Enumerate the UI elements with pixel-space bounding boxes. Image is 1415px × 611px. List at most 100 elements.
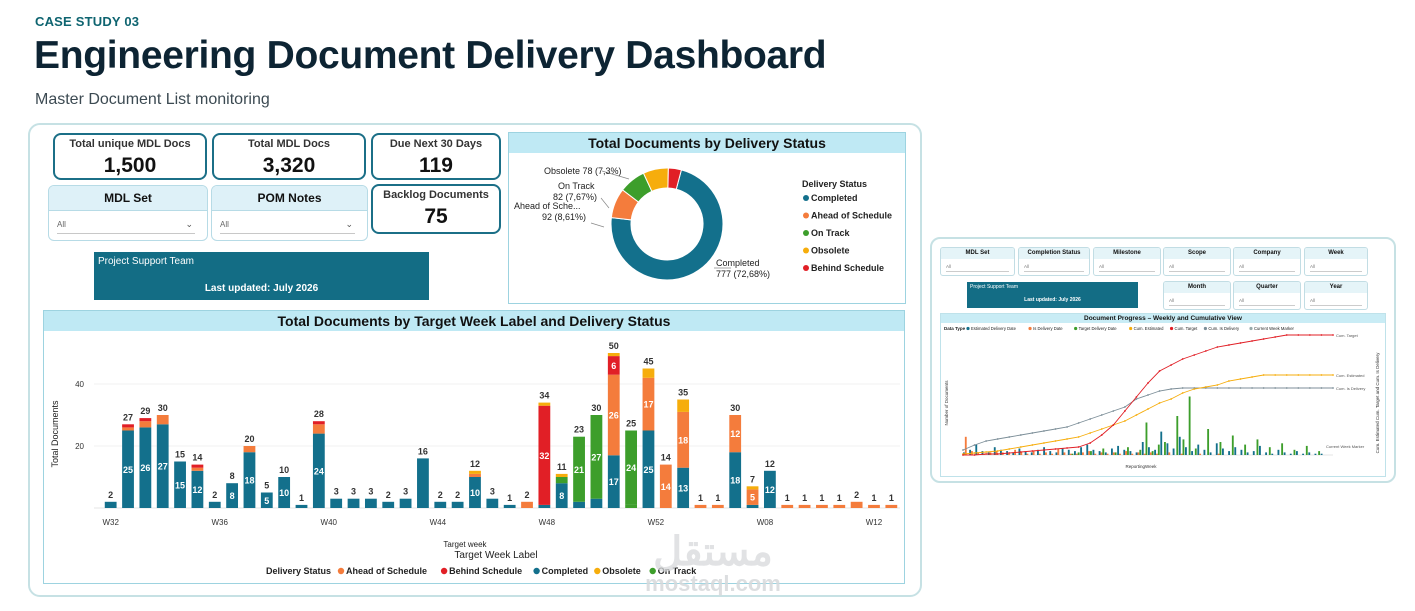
kpi-total-unique-mdl: Total unique MDL Docs 1,500 — [53, 133, 207, 180]
progress-bar-estimated — [1228, 451, 1231, 455]
bar-segment — [312, 433, 325, 508]
bar-total-label: 1 — [837, 493, 842, 503]
progress-legend-label: Current Week Marker — [1254, 326, 1295, 331]
progress-bar-estimated — [1215, 443, 1218, 455]
cum-target-line-point — [996, 453, 999, 455]
cum-target-line-point — [1170, 364, 1173, 366]
progress-bar-target — [1176, 416, 1179, 455]
pom-notes-slicer[interactable]: POM Notes All ⌄ — [211, 185, 368, 241]
document-progress-chart: Data Type Estimated Delivery Date Is Deli… — [944, 326, 1380, 469]
bar-segment — [139, 421, 152, 428]
progress-bar-estimated — [1055, 452, 1058, 455]
pom-notes-dropdown[interactable]: All ⌄ — [220, 216, 355, 234]
bar-total-label: 2 — [455, 490, 460, 500]
progress-bar-estimated — [1197, 444, 1200, 455]
progress-bar-delivery — [1038, 453, 1041, 455]
bar-segment-label: 27 — [591, 452, 601, 462]
bar-segment-label: 5 — [750, 493, 755, 503]
mini-slicer-value[interactable]: All — [1310, 262, 1362, 272]
progress-bar-estimated — [1283, 452, 1286, 455]
bar-segment — [677, 399, 690, 412]
cum-estimated-line-point — [1147, 408, 1149, 410]
mini-slicer-value[interactable]: All — [946, 262, 1009, 272]
mini-slicer-value[interactable]: All — [1239, 262, 1295, 272]
mini-slicer-week[interactable]: Week All — [1304, 247, 1368, 276]
cum-is-delivery-line-point — [973, 444, 976, 446]
mini-slicer-value[interactable]: All — [1169, 296, 1225, 306]
callout-ontrack-value: 82 (7,67%) — [553, 192, 597, 202]
bar-segment — [295, 504, 308, 508]
bar-total-label: 30 — [591, 403, 601, 413]
cum-is-delivery-line-point — [1100, 414, 1103, 416]
bar-segment — [642, 430, 655, 508]
bar-segment — [625, 430, 638, 505]
mini-slicer-company[interactable]: Company All — [1233, 247, 1301, 276]
bar-segment — [347, 498, 360, 508]
bar-segment — [174, 461, 186, 508]
progress-bar-delivery — [1032, 451, 1035, 455]
mini-slicer-scope[interactable]: Scope All — [1163, 247, 1231, 276]
cum-is-delivery-line-point — [1308, 387, 1311, 389]
bar-total-label: 3 — [351, 487, 356, 497]
mini-slicer-value[interactable]: All — [1310, 296, 1362, 306]
progress-bar-estimated — [1067, 449, 1070, 455]
cum-estimated-line-point — [1297, 374, 1300, 376]
mini-slicer-month[interactable]: Month All — [1163, 281, 1231, 310]
cum-is-delivery-line-point — [1228, 387, 1230, 389]
mdl-set-slicer[interactable]: MDL Set All ⌄ — [48, 185, 208, 241]
cum-target-line-point — [1147, 382, 1149, 384]
cum-target-line-point — [1019, 451, 1022, 453]
cum-estimated-line-point — [1019, 446, 1022, 448]
bar-segment — [763, 470, 776, 508]
callout-line-obsolete — [601, 170, 630, 180]
cum-target-line-point — [1251, 340, 1253, 342]
bar-segment — [243, 452, 256, 508]
bar-segment — [260, 492, 273, 508]
mini-slicer-completion-status[interactable]: Completion Status All — [1018, 247, 1090, 276]
progress-bar-estimated — [1234, 447, 1237, 455]
bar-total-label: 1 — [802, 493, 807, 503]
mini-slicer-value[interactable]: All — [1169, 262, 1225, 272]
mini-slicer-year[interactable]: Year All — [1304, 281, 1368, 310]
cum-estimated-line-point — [973, 452, 976, 454]
mini-slicer-mdl-set[interactable]: MDL Set All — [940, 247, 1015, 276]
bar-segment-label: 12 — [192, 485, 202, 495]
mini-slicer-milestone[interactable]: Milestone All — [1093, 247, 1161, 276]
line-label-current-week: Current Week Marker — [1326, 444, 1365, 449]
cum-estimated-line-point — [1135, 414, 1138, 416]
mini-slicer-title: Company — [1234, 248, 1300, 259]
cum-is-delivery-line-point — [1147, 394, 1149, 396]
mini-slicer-value[interactable]: All — [1099, 262, 1155, 272]
progress-bar-delivery — [1217, 453, 1220, 455]
progress-bar-estimated — [1141, 442, 1144, 455]
kpi-total-mdl: Total MDL Docs 3,320 — [212, 133, 366, 180]
progress-bar-target — [1127, 447, 1129, 455]
bar-total-label: 1 — [715, 493, 720, 503]
progress-bar-estimated — [1160, 431, 1163, 455]
progress-bar-estimated — [1172, 448, 1175, 455]
progress-bar-estimated — [1092, 449, 1095, 455]
cum-is-delivery-line-point — [985, 440, 988, 442]
bar-total-label: 27 — [123, 412, 133, 422]
cum-is-delivery-line-point — [1077, 422, 1080, 424]
kpi-value: 75 — [424, 205, 448, 228]
cum-target-line-point — [1008, 452, 1011, 454]
cum-target-line-point — [973, 454, 976, 456]
mdl-set-dropdown[interactable]: All ⌄ — [57, 216, 195, 234]
progress-legend-label: Estimated Delivery Date — [971, 326, 1017, 331]
bar-segment — [139, 427, 152, 508]
bar-total-label: 5 — [264, 481, 269, 491]
bar-segment-label: 24 — [626, 463, 636, 473]
mini-slicer-value[interactable]: All — [1024, 262, 1084, 272]
target-week-bar-panel: Total Documents by Target Week Label and… — [43, 310, 905, 584]
progress-bar-estimated — [969, 449, 972, 455]
mini-slicer-value[interactable]: All — [1239, 296, 1295, 306]
progress-bar-estimated — [1111, 448, 1113, 455]
x-tick-label: W48 — [539, 518, 556, 527]
bar-segment-label: 18 — [244, 476, 254, 486]
mini-slicer-quarter[interactable]: Quarter All — [1233, 281, 1301, 310]
bar-segment — [573, 501, 585, 508]
bar-segment — [555, 473, 568, 477]
cum-estimated-line-point — [1031, 444, 1034, 446]
progress-bar-target — [1244, 444, 1247, 455]
